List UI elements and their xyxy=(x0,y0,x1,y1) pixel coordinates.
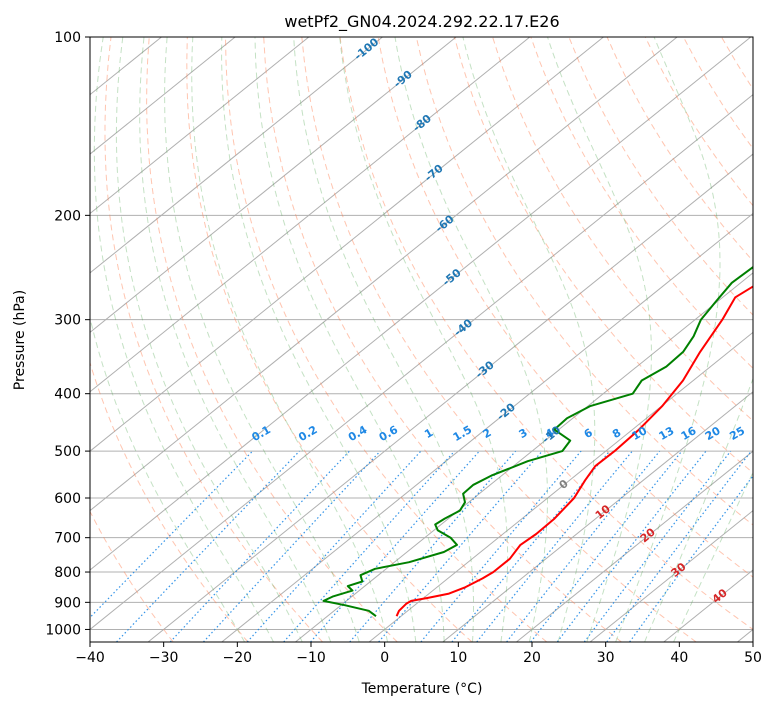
moist-adiabat xyxy=(221,37,417,642)
moist-adiabat xyxy=(644,377,753,642)
isotherm-gridline xyxy=(221,212,753,642)
moist-adiabat xyxy=(115,37,303,642)
moist-adiabat xyxy=(139,37,332,642)
isotherm-gridline xyxy=(90,37,752,571)
x-axis-label: Temperature (°C) xyxy=(361,681,483,697)
x-tick-label: 0 xyxy=(380,650,389,666)
isotherm-gridline xyxy=(90,37,383,274)
temperature-line xyxy=(395,285,753,617)
moist-adiabat xyxy=(615,37,721,642)
chart-title: wetPf2_GN04.2024.292.22.17.E26 xyxy=(284,12,559,32)
isotherm-gridline xyxy=(90,37,236,155)
dry-adiabat xyxy=(90,510,174,642)
isotherm-gridline xyxy=(90,37,678,512)
isotherm-gridline xyxy=(90,37,310,215)
mixing-ratio-line xyxy=(583,450,732,642)
y-axis-label: Pressure (hPa) xyxy=(12,290,28,390)
moist-adiabat xyxy=(164,37,360,642)
moist-adiabat xyxy=(254,37,445,642)
y-tick-label: 900 xyxy=(54,595,81,611)
mixing-ratio-line xyxy=(420,450,582,642)
mixing-ratio-line xyxy=(202,450,381,642)
isotherm-gridline xyxy=(368,331,753,642)
isotherm-gridline xyxy=(147,153,753,642)
x-tick-label: 40 xyxy=(670,650,688,666)
isotherm-gridline xyxy=(90,37,531,393)
isotherm-gridline xyxy=(90,37,604,452)
x-tick-label: −20 xyxy=(223,650,253,666)
mixing-ratio-line xyxy=(90,450,254,619)
mixing-ratio-line xyxy=(246,450,422,642)
moist-adiabat xyxy=(191,37,389,642)
y-tick-label: 300 xyxy=(54,313,81,329)
y-tick-label: 100 xyxy=(54,30,81,46)
isotherm-gridline xyxy=(442,391,753,642)
mixing-ratio-line xyxy=(476,450,633,642)
x-tick-label: 20 xyxy=(523,650,541,666)
isotherm-gridline xyxy=(90,94,753,631)
mixing-ratio-line xyxy=(116,450,300,642)
moist-adiabat xyxy=(462,37,596,642)
moist-adiabat xyxy=(293,37,474,642)
dry-adiabat xyxy=(377,37,753,578)
x-tick-label: 50 xyxy=(744,650,762,666)
moist-adiabat xyxy=(547,37,652,642)
mixing-ratio-line xyxy=(506,450,661,642)
y-tick-label: 700 xyxy=(54,531,81,547)
dry-adiabat xyxy=(263,37,622,642)
dry-adiabat xyxy=(186,37,473,642)
isotherm-gridline xyxy=(295,272,753,642)
y-tick-label: 400 xyxy=(54,387,81,403)
chart-grid xyxy=(90,37,753,642)
moist-adiabat xyxy=(339,37,509,642)
isotherm-gridline xyxy=(589,509,753,642)
chart-ticks: −40 −30 −20 −10 0 10 20 30 40 50 100 200 300 400 500 60… xyxy=(45,30,762,666)
dry-adiabat xyxy=(453,37,753,474)
y-tick-label: 500 xyxy=(54,444,81,460)
y-tick-label: 200 xyxy=(54,208,81,224)
dry-adiabat xyxy=(415,37,753,526)
dry-adiabat xyxy=(146,37,398,642)
isotherm-gridline xyxy=(516,450,753,642)
x-tick-label: −30 xyxy=(149,650,179,666)
y-tick-label: 800 xyxy=(54,565,81,581)
x-tick-label: −40 xyxy=(75,650,105,666)
x-tick-label: 10 xyxy=(449,650,467,666)
dry-adiabat xyxy=(90,360,249,642)
isotherm-gridline xyxy=(90,37,457,333)
mixing-ratio-line xyxy=(310,450,480,642)
mixing-ratio-line xyxy=(629,474,753,642)
x-tick-label: −10 xyxy=(296,650,326,666)
dry-adiabat xyxy=(104,37,323,642)
mixing-ratio-line xyxy=(283,450,456,642)
dewpoint-line xyxy=(322,265,753,618)
dry-adiabat xyxy=(301,37,697,642)
chart-series xyxy=(322,265,753,618)
dry-adiabat xyxy=(225,37,548,642)
mixing-ratio-line xyxy=(606,450,752,642)
mixing-ratio-line xyxy=(451,450,611,642)
x-tick-label: 30 xyxy=(597,650,615,666)
mixing-ratio-line xyxy=(169,450,350,642)
y-tick-label: 1000 xyxy=(45,622,81,638)
plot-frame xyxy=(89,36,754,643)
y-tick-label: 600 xyxy=(54,491,81,507)
moist-adiabat xyxy=(673,471,753,642)
moist-adiabat xyxy=(394,37,548,642)
